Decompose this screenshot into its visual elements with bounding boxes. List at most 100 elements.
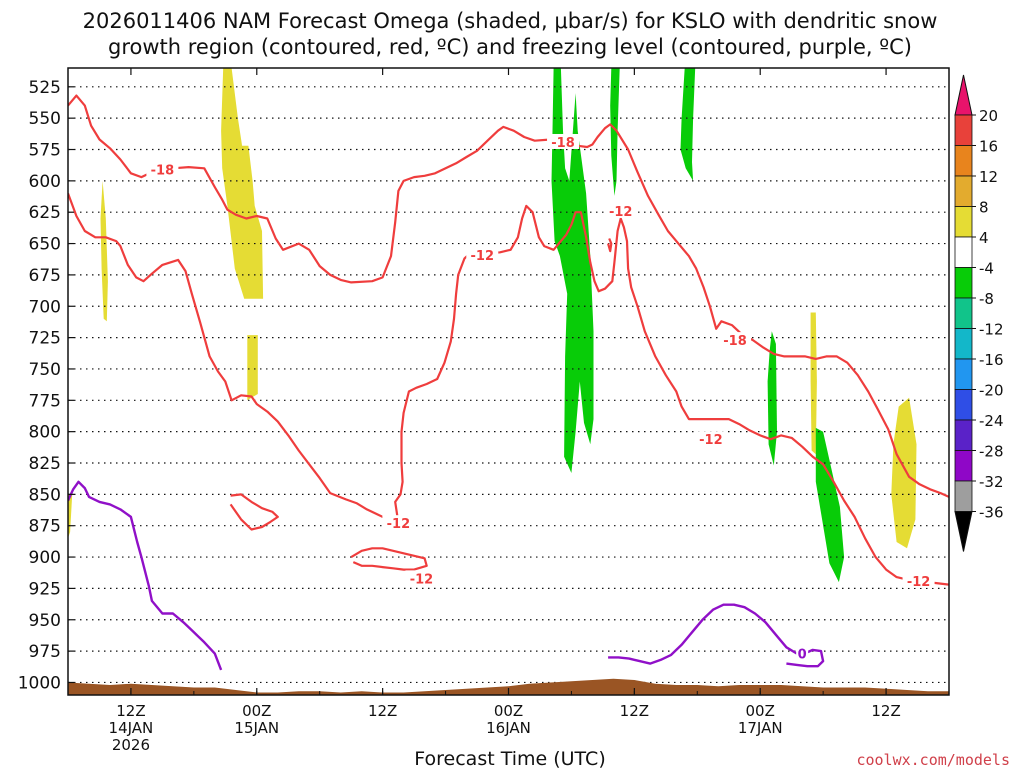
xtick-label-3-1: 16JAN — [486, 719, 531, 737]
omega-region-10 — [815, 427, 845, 583]
omega-region-5 — [68, 494, 73, 539]
xtick-label-0-0: 12Z — [116, 702, 145, 720]
dgz-label-6: -12 — [387, 517, 411, 532]
terrain-fill — [68, 678, 949, 695]
dgz-contour-0 — [68, 94, 949, 498]
dgz-label-bg-7 — [405, 570, 438, 586]
dgz-label-5: -12 — [699, 433, 723, 448]
x-axis-label: Forecast Time (UTC) — [414, 748, 605, 768]
xtick-label-6-0: 12Z — [871, 702, 900, 720]
ytick-label-775: 775 — [29, 391, 61, 411]
omega-region-4 — [891, 397, 917, 549]
dgz-label-bg-3 — [604, 202, 637, 218]
ytick-label-975: 975 — [29, 642, 61, 662]
ytick-label-950: 950 — [29, 611, 61, 631]
colorbar-segment-2 — [954, 145, 973, 177]
freezing-contour-1 — [608, 603, 825, 668]
colorbar-segment-4 — [954, 206, 973, 238]
freezing-label-bg-0 — [796, 645, 809, 661]
colorbar-label-8: -16 — [979, 351, 1004, 369]
dgz-label-4: -18 — [723, 334, 747, 349]
ytick-label-650: 650 — [29, 235, 61, 255]
xtick-label-0-1: 14JAN — [109, 719, 154, 737]
temperature-contours: -18 -18 -12 -12 -18 -12 -12 -12 -12 0 — [68, 94, 949, 671]
colorbar-label-7: -12 — [979, 321, 1004, 339]
dgz-label-bg-5 — [694, 431, 727, 447]
ytick-label-675: 675 — [29, 266, 61, 286]
colorbar-label-5: -4 — [979, 260, 994, 278]
ytick-label-700: 700 — [29, 297, 61, 317]
ytick-label-525: 525 — [29, 78, 61, 98]
xtick-label-4-0: 12Z — [620, 702, 649, 720]
omega-region-8 — [680, 68, 696, 181]
omega-region-0 — [100, 180, 108, 322]
ytick-label-750: 750 — [29, 360, 61, 380]
colorbar-segment-10 — [954, 389, 973, 421]
colorbar-label-12: -32 — [979, 473, 1004, 491]
colorbar-label-6: -8 — [979, 290, 994, 308]
chart-title-line2: growth region (contoured, red, ºC) and f… — [108, 35, 912, 59]
omega-region-6 — [551, 68, 594, 473]
omega-region-1 — [221, 68, 264, 299]
colorbar-segment-1 — [954, 114, 973, 146]
dgz-label-bg-4 — [719, 332, 752, 348]
dgz-label-8: -12 — [907, 575, 931, 590]
ytick-label-875: 875 — [29, 517, 61, 537]
terrain-polygon — [68, 678, 949, 695]
xtick-label-3-0: 00Z — [494, 702, 523, 720]
omega-region-3 — [810, 312, 817, 455]
xtick-label-0-2: 2026 — [112, 736, 150, 754]
colorbar-label-1: 16 — [979, 138, 998, 156]
colorbar-label-11: -28 — [979, 443, 1004, 461]
colorbar-segment-8 — [954, 328, 973, 360]
xtick-label-2-0: 12Z — [368, 702, 397, 720]
ytick-label-550: 550 — [29, 109, 61, 129]
credit-label: coolwx.com/models — [856, 751, 1010, 768]
ytick-label-825: 825 — [29, 454, 61, 474]
colorbar-label-10: -24 — [979, 412, 1004, 430]
omega-region-7 — [610, 68, 620, 196]
chart-title-line1: 2026011406 NAM Forecast Omega (shaded, μ… — [83, 9, 938, 33]
omega-colorbar: 20 16 12 8 4 -4 -8 -12 -16 -20 -24 -28 -32 -36 — [954, 74, 1004, 552]
colorbar-label-0: 20 — [979, 107, 998, 125]
colorbar-segment-5 — [954, 236, 973, 268]
dgz-label-bg-2 — [466, 246, 499, 262]
colorbar-label-9: -20 — [979, 382, 1004, 400]
colorbar-label-3: 8 — [979, 199, 989, 217]
colorbar-segment-7 — [954, 297, 973, 329]
colorbar-segment-11 — [954, 419, 973, 451]
dgz-contour-5 — [350, 547, 428, 571]
dgz-contour-1 — [68, 193, 399, 525]
dgz-label-bg-6 — [382, 515, 415, 531]
dgz-contour-3 — [607, 238, 613, 253]
freezing-contour-0 — [68, 480, 223, 671]
colorbar-top-arrow — [954, 74, 973, 116]
dgz-label-7: -12 — [410, 572, 434, 587]
ytick-label-600: 600 — [29, 172, 61, 192]
ytick-label-850: 850 — [29, 485, 61, 505]
dgz-label-1: -18 — [551, 136, 575, 151]
dgz-contour-4 — [229, 493, 279, 531]
colorbar-bottom-arrow — [954, 511, 973, 552]
dgz-label-bg-8 — [902, 572, 935, 588]
dgz-contour-2 — [394, 204, 949, 586]
colorbar-label-2: 12 — [979, 168, 998, 186]
ytick-label-575: 575 — [29, 141, 61, 161]
colorbar-segment-6 — [954, 267, 973, 299]
omega-region-9 — [767, 331, 777, 466]
dgz-label-bg-1 — [547, 133, 580, 149]
dgz-label-bg-0 — [146, 161, 179, 177]
ytick-label-800: 800 — [29, 423, 61, 443]
colorbar-segment-13 — [954, 480, 973, 512]
xtick-label-5-1: 17JAN — [738, 719, 783, 737]
xtick-label-1-1: 15JAN — [234, 719, 279, 737]
ytick-label-900: 900 — [29, 548, 61, 568]
colorbar-segment-12 — [954, 450, 973, 482]
ytick-label-1000: 1000 — [18, 673, 61, 693]
freezing-label-0: 0 — [798, 648, 807, 663]
dgz-label-3: -12 — [609, 205, 633, 220]
dgz-label-0: -18 — [151, 164, 175, 179]
pressure-axis: 525 550 575 600 625 650 675 700 725 750 775 800 825 8… — [18, 78, 74, 693]
